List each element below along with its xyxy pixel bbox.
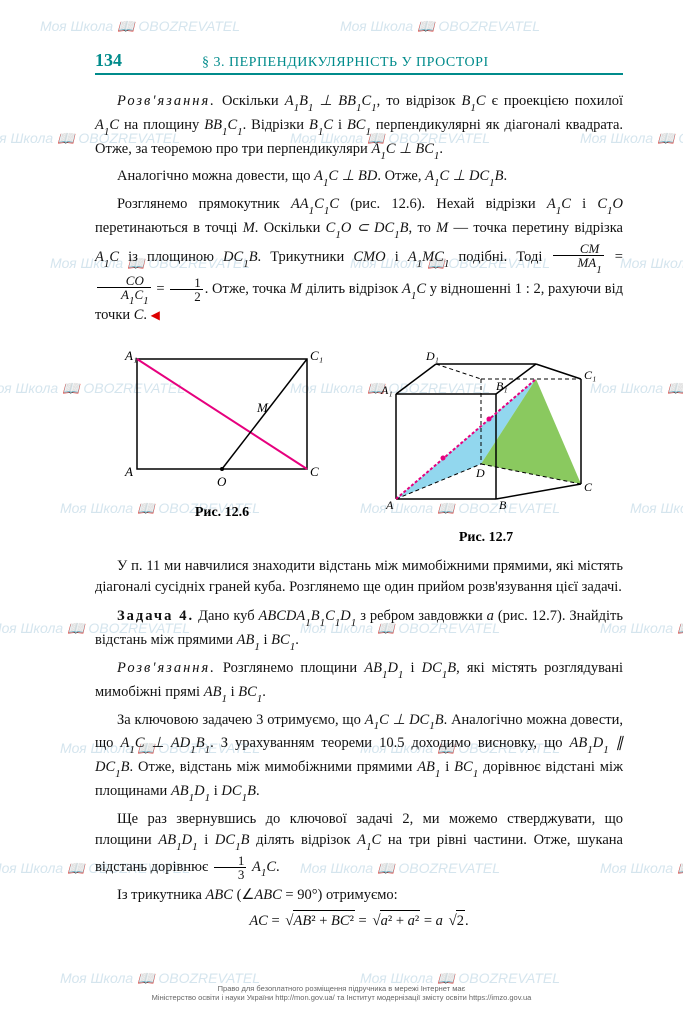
footer: Право для безоплатного розміщення підруч… <box>0 984 683 1002</box>
svg-text:O: O <box>217 474 227 489</box>
section-title: § 3. ПЕРПЕНДИКУЛЯРНІСТЬ У ПРОСТОРІ <box>202 55 489 71</box>
svg-text:A₁: A₁ <box>124 348 137 363</box>
paragraph-4: У п. 11 ми навчилися знаходити відстань … <box>95 556 623 598</box>
paragraph-3: Розглянемо прямокутник AA1C1C (рис. 12.6… <box>95 194 623 326</box>
page-header: 134 § 3. ПЕРПЕНДИКУЛЯРНІСТЬ У ПРОСТОРІ <box>95 50 623 75</box>
figure-12-6: A₁ C₁ A C O M Рис. 12.6 <box>117 344 327 546</box>
paragraph-2: Аналогічно можна довести, що A1C ⊥ BD. О… <box>95 166 623 190</box>
fig-126-caption: Рис. 12.6 <box>117 505 327 521</box>
svg-text:C: C <box>310 464 319 479</box>
footer-line-2: Міністерство освіти і науки України http… <box>0 993 683 1002</box>
paragraph-5: Розв'язання. Розглянемо площини AB1D1 і … <box>95 658 623 706</box>
equation: AC = AB² + BC² = a² + a² = a 2. <box>95 910 623 933</box>
svg-text:D: D <box>475 466 485 480</box>
solution-label: Розв'язання. <box>117 93 216 109</box>
task-label: Задача 4. <box>117 608 194 624</box>
figures-row: A₁ C₁ A C O M Рис. 12.6 <box>95 344 623 546</box>
svg-text:A: A <box>124 464 133 479</box>
solution-label-2: Розв'язання. <box>117 660 216 676</box>
svg-text:D₁: D₁ <box>425 349 439 363</box>
body-text: Розв'язання. Оскільки A1B1 ⊥ BB1C1, то в… <box>95 91 623 326</box>
paragraph-6: За ключовою задачею 3 отримуємо, що A1C … <box>95 710 623 805</box>
svg-text:C₁: C₁ <box>310 348 323 363</box>
svg-text:C: C <box>584 480 593 494</box>
fig-127-caption: Рис. 12.7 <box>371 530 601 546</box>
svg-text:A₁: A₁ <box>380 383 393 397</box>
figure-12-7: A B C D A₁ B₁ C₁ D₁ Рис. 12.7 <box>371 344 601 546</box>
svg-text:C₁: C₁ <box>584 368 596 382</box>
svg-text:B₁: B₁ <box>496 379 508 393</box>
paragraph-7: Ще раз звернувшись до ключової задачі 2,… <box>95 809 623 881</box>
svg-text:A: A <box>385 498 394 512</box>
task-4: Задача 4. Дано куб ABCDA1B1C1D1 з ребром… <box>95 606 623 654</box>
paragraph-8: Із трикутника ABC (∠ABC = 90°) отримуємо… <box>95 885 623 906</box>
body-text-2: У п. 11 ми навчилися знаходити відстань … <box>95 556 623 932</box>
paragraph-1: Розв'язання. Оскільки A1B1 ⊥ BB1C1, то в… <box>95 91 623 162</box>
page-number: 134 <box>95 50 122 71</box>
svg-text:M: M <box>256 400 269 415</box>
footer-line-1: Право для безоплатного розміщення підруч… <box>0 984 683 993</box>
svg-text:B: B <box>499 498 507 512</box>
